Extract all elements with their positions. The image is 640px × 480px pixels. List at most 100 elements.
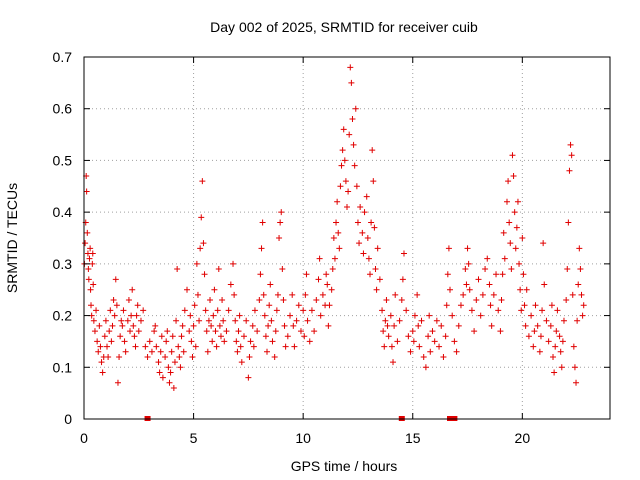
data-point	[376, 276, 383, 283]
data-point	[359, 229, 366, 236]
data-point	[204, 348, 211, 355]
data-point	[293, 317, 300, 324]
data-point	[101, 333, 108, 340]
data-point	[271, 353, 278, 360]
data-point	[245, 374, 252, 381]
data-point	[398, 297, 405, 304]
data-point	[227, 281, 234, 288]
data-point	[85, 276, 92, 283]
data-point	[399, 276, 406, 283]
data-point	[289, 291, 296, 298]
data-point	[273, 307, 280, 314]
data-point	[449, 312, 456, 319]
data-point	[499, 271, 506, 278]
data-point	[254, 328, 261, 335]
data-point	[342, 178, 349, 185]
data-point	[365, 255, 372, 262]
data-point	[500, 229, 507, 236]
data-point	[326, 302, 333, 309]
data-point	[577, 266, 584, 273]
data-point	[211, 286, 218, 293]
data-point	[105, 353, 112, 360]
data-point	[83, 188, 90, 195]
data-point	[513, 224, 520, 231]
data-point	[186, 328, 193, 335]
y-axis-label: SRMTID / TECUs	[4, 183, 20, 293]
data-point	[328, 286, 335, 293]
data-point	[291, 343, 298, 350]
data-point	[427, 348, 434, 355]
data-point	[444, 271, 451, 278]
data-point	[493, 271, 500, 278]
data-point	[571, 364, 578, 371]
data-point	[349, 116, 356, 123]
data-point	[213, 343, 220, 350]
data-point	[199, 178, 206, 185]
data-point	[219, 297, 226, 304]
data-point	[391, 322, 398, 329]
data-point	[205, 317, 212, 324]
data-point	[415, 322, 422, 329]
data-point	[311, 328, 318, 335]
data-point	[200, 240, 207, 247]
data-point	[473, 297, 480, 304]
data-point	[159, 374, 166, 381]
y-tick-label: 0.3	[53, 256, 73, 272]
data-point	[151, 328, 158, 335]
data-point	[518, 307, 525, 314]
data-point	[579, 312, 586, 319]
data-point	[119, 322, 126, 329]
data-point	[303, 271, 310, 278]
x-tick-labels: 0 5 10 15 20	[80, 430, 530, 446]
data-point	[315, 276, 322, 283]
data-point	[308, 307, 315, 314]
data-point	[264, 348, 271, 355]
data-point	[495, 307, 502, 314]
data-point	[510, 172, 517, 179]
data-point	[223, 328, 230, 335]
data-point	[262, 333, 269, 340]
data-point	[356, 240, 363, 247]
data-point	[247, 338, 254, 345]
data-point	[274, 291, 281, 298]
data-point	[514, 198, 521, 205]
data-point	[221, 338, 228, 345]
data-point	[335, 229, 342, 236]
data-point	[565, 219, 572, 226]
data-point	[142, 343, 149, 350]
data-point	[348, 79, 355, 86]
data-point	[203, 328, 210, 335]
data-point	[563, 297, 570, 304]
data-point	[509, 152, 516, 159]
x-tick-label: 20	[515, 430, 531, 446]
data-point	[111, 312, 118, 319]
data-point	[525, 333, 532, 340]
data-point	[97, 343, 104, 350]
data-point	[135, 328, 142, 335]
data-point	[117, 333, 124, 340]
data-point	[545, 338, 552, 345]
data-point	[109, 322, 116, 329]
data-point	[269, 338, 276, 345]
data-point	[405, 333, 412, 340]
data-point	[410, 338, 417, 345]
data-point	[82, 240, 89, 247]
data-point	[207, 297, 214, 304]
data-point	[353, 183, 360, 190]
data-point	[422, 364, 429, 371]
data-point	[196, 317, 203, 324]
data-point	[380, 328, 387, 335]
data-point	[116, 353, 123, 360]
data-point	[192, 343, 199, 350]
data-point	[132, 343, 139, 350]
data-point	[394, 338, 401, 345]
data-point	[438, 322, 445, 329]
data-point	[158, 333, 165, 340]
data-point	[490, 291, 497, 298]
data-point	[125, 297, 132, 304]
data-point	[89, 250, 96, 257]
grid-layer	[84, 57, 610, 419]
chart-title: Day 002 of 2025, SRMTID for receiver cui…	[210, 19, 478, 35]
data-point	[575, 281, 582, 288]
data-point	[345, 188, 352, 195]
